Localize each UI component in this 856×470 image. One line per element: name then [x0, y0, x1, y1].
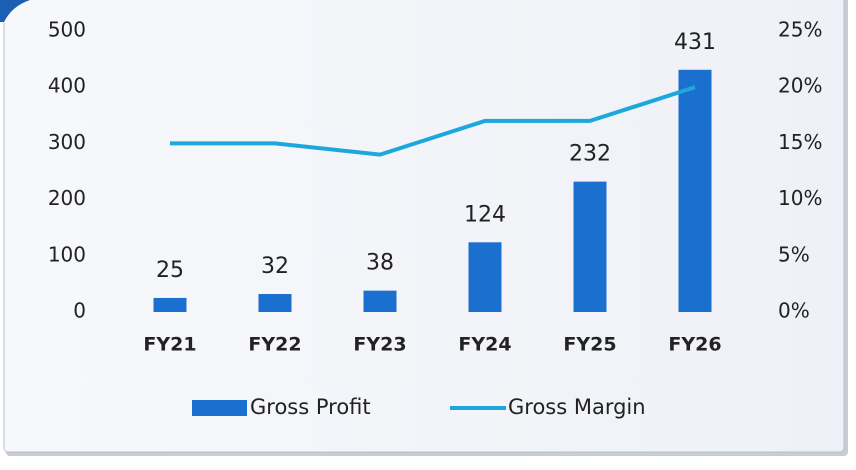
x-tick-label: FY23: [353, 334, 406, 356]
value-label: 25: [156, 258, 184, 283]
legend-label: Gross Profit: [250, 395, 371, 419]
y2-tick-label: 0%: [778, 299, 810, 323]
x-tick-label: FY24: [458, 334, 511, 356]
bar: [678, 69, 712, 312]
bar: [153, 297, 187, 312]
x-tick-label: FY22: [248, 334, 301, 356]
value-label: 38: [366, 251, 394, 276]
value-label: 32: [261, 254, 289, 279]
bar: [258, 294, 292, 312]
bar: [573, 181, 607, 312]
x-tick-label: FY25: [563, 334, 616, 356]
y-tick-label: 500: [48, 18, 86, 42]
y-tick-label: 400: [48, 74, 86, 98]
value-label: 232: [569, 142, 611, 167]
y2-tick-label: 25%: [778, 18, 822, 42]
legend-swatch: [192, 400, 247, 416]
bar: [468, 242, 502, 312]
value-label: 124: [464, 202, 506, 227]
y-tick-label: 300: [48, 130, 86, 154]
y-tick-label: 0: [73, 299, 86, 323]
x-tick-label: FY26: [668, 334, 721, 356]
x-tick-label: FY21: [143, 334, 196, 356]
value-label: 431: [674, 30, 716, 55]
y-tick-label: 100: [48, 242, 86, 266]
y2-tick-label: 5%: [778, 242, 810, 266]
margin-line: [170, 85, 696, 157]
y2-tick-label: 15%: [778, 130, 822, 154]
y2-tick-label: 20%: [778, 74, 822, 98]
corner-accent: [0, 0, 30, 22]
y2-tick-label: 10%: [778, 186, 822, 210]
legend-label: Gross Margin: [508, 395, 646, 419]
y-tick-label: 200: [48, 186, 86, 210]
card: [3, 0, 845, 453]
bar: [363, 290, 397, 312]
